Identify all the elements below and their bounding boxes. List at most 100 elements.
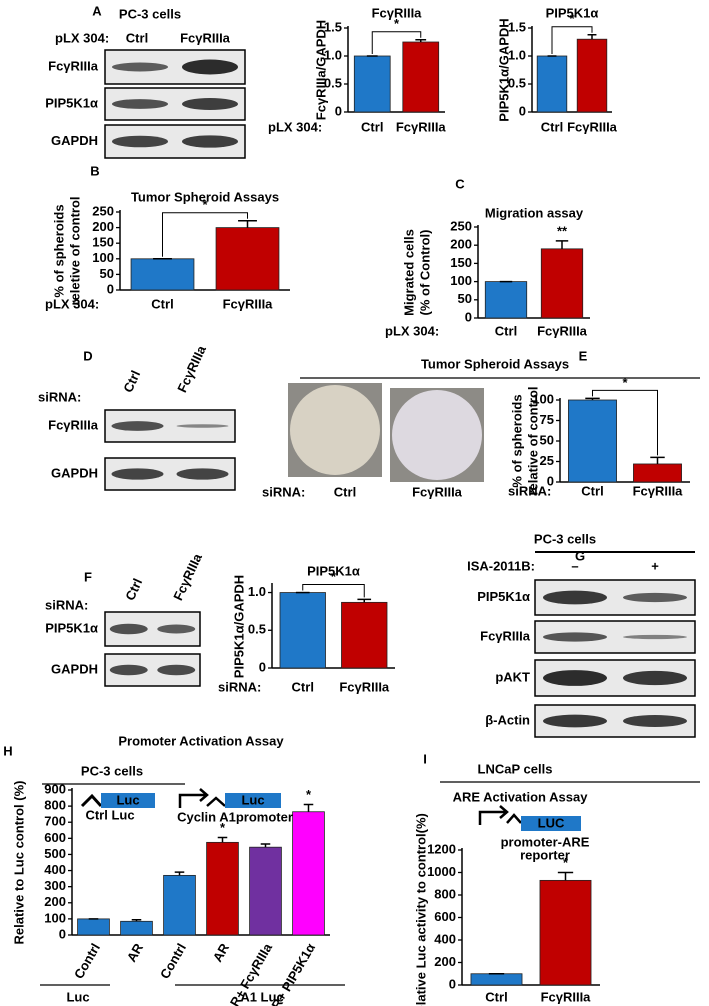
bar	[279, 592, 326, 669]
y-tick-label: 0	[519, 103, 526, 118]
panel-letter: F	[84, 569, 92, 584]
blot-band	[112, 99, 168, 109]
error-bar	[238, 219, 257, 228]
x-tick-label: Ctrl	[361, 119, 383, 134]
promoter-arrow	[478, 805, 522, 825]
significance-bracket	[592, 389, 658, 456]
condition-label: siRNA:	[38, 389, 81, 404]
y-tick-label: 200	[44, 894, 66, 909]
y-axis-label: Migrated cells	[401, 229, 416, 316]
error-bar	[357, 598, 372, 603]
bar	[470, 973, 523, 986]
y-tick-label: 0.5	[508, 75, 526, 90]
blot-band	[111, 421, 164, 431]
blot-band	[176, 468, 229, 480]
blot-row-label: FcγRIIIa	[48, 417, 99, 432]
y-tick-label: 0	[59, 926, 66, 941]
bar	[568, 399, 617, 483]
y-axis-label: % of spheroids	[509, 394, 524, 487]
chart-title: PIP5K1α	[307, 563, 360, 578]
y-tick-label: 500	[44, 846, 66, 861]
x-prefix: pLX 304:	[268, 119, 322, 134]
blot-band	[543, 632, 607, 642]
reporter-label: Luc	[116, 792, 139, 807]
condition-label: ISA-2011B:	[467, 558, 535, 573]
chart-subtitle: PC-3 cells	[81, 763, 143, 778]
significance-bracket	[371, 31, 422, 54]
y-tick-label: 1000	[427, 864, 456, 879]
x-tick-label: Ctrl	[581, 483, 603, 498]
error-bar	[260, 843, 271, 848]
blot-band	[182, 135, 238, 148]
blot-band	[112, 62, 168, 72]
blot-band	[157, 664, 196, 676]
blot-row-label: PIP5K1α	[477, 589, 530, 604]
blot-band	[176, 424, 229, 428]
construct-label: Cyclin A1promoter	[177, 809, 293, 824]
blot-band	[109, 664, 148, 676]
bar	[77, 918, 110, 936]
bar	[215, 227, 280, 291]
y-tick-label: 400	[44, 862, 66, 877]
construct-label: reporter	[520, 847, 570, 862]
error-bar	[415, 39, 427, 42]
chart-title: Migration assay	[485, 205, 584, 220]
panel-letter: H	[3, 743, 12, 758]
error-bar	[557, 871, 574, 881]
reporter-box	[225, 793, 281, 808]
y-axis-label: PIP5K1α/GAPDH	[496, 18, 511, 121]
bar	[292, 811, 325, 936]
lane-label: FcγRIIIa	[412, 484, 463, 499]
chart-title: Tumor Spheroid Assays	[131, 189, 279, 204]
blot-band	[543, 590, 607, 605]
error-bar	[587, 33, 597, 40]
x-tick-label: FcγRIIIa	[567, 119, 618, 134]
blot-band	[543, 670, 607, 686]
x-tick-label: Ctrl	[292, 679, 314, 694]
x-tick-label: Contrl	[71, 941, 103, 982]
y-tick-label: 0	[107, 281, 114, 296]
blot-band	[182, 59, 238, 75]
blot-row-label: pAKT	[495, 669, 530, 684]
x-tick-label: FcγRIIIa	[541, 989, 592, 1004]
construct-label: promoter-ARE	[501, 834, 590, 849]
bar	[206, 841, 239, 936]
x-tick-label: FcγRIIIa	[537, 323, 588, 338]
condition-label: siRNA:	[45, 597, 88, 612]
y-tick-label: 200	[450, 237, 472, 252]
bar	[163, 874, 196, 936]
x-tick-label: AR	[124, 940, 147, 964]
reporter-label: LUC	[538, 815, 565, 830]
x-tick-label: AR	[210, 940, 233, 964]
panel-letter: A	[92, 3, 102, 18]
chart-title: PIP5K1α	[546, 5, 599, 20]
y-axis-label: % of spheroids	[51, 204, 66, 297]
x-tick-label: Ctrl	[495, 323, 517, 338]
x-prefix: pLX 304:	[385, 323, 439, 338]
y-tick-label: 200	[92, 219, 114, 234]
bar	[249, 846, 282, 936]
blot-row-label: GAPDH	[51, 133, 98, 148]
y-tick-label: 0.5	[324, 75, 342, 90]
lane-label: Ctrl	[126, 30, 148, 45]
y-tick-label: 50	[100, 266, 114, 281]
lane-label: Ctrl	[122, 576, 145, 603]
group-label: A1 Luc	[240, 989, 283, 1004]
blot-row-label: FcγRIIIa	[480, 628, 531, 643]
y-tick-label: 100	[92, 250, 114, 265]
y-axis-label: (% of Control)	[417, 230, 432, 316]
significance-star: *	[563, 855, 569, 870]
lane-label: Ctrl	[334, 484, 356, 499]
condition-label: pLX 304:	[55, 30, 109, 45]
significance-star: *	[622, 375, 628, 390]
blot-band	[109, 623, 148, 635]
blot-row-label: PIP5K1α	[45, 620, 98, 635]
panel-letter: C	[455, 176, 465, 191]
panel-letter: B	[90, 163, 99, 178]
y-tick-label: 800	[434, 886, 456, 901]
chart-subtitle: ARE Activation Assay	[453, 789, 589, 804]
blot-band	[112, 135, 168, 148]
x-tick-label: FcγRIIIa	[396, 119, 447, 134]
error-bar	[650, 456, 665, 464]
